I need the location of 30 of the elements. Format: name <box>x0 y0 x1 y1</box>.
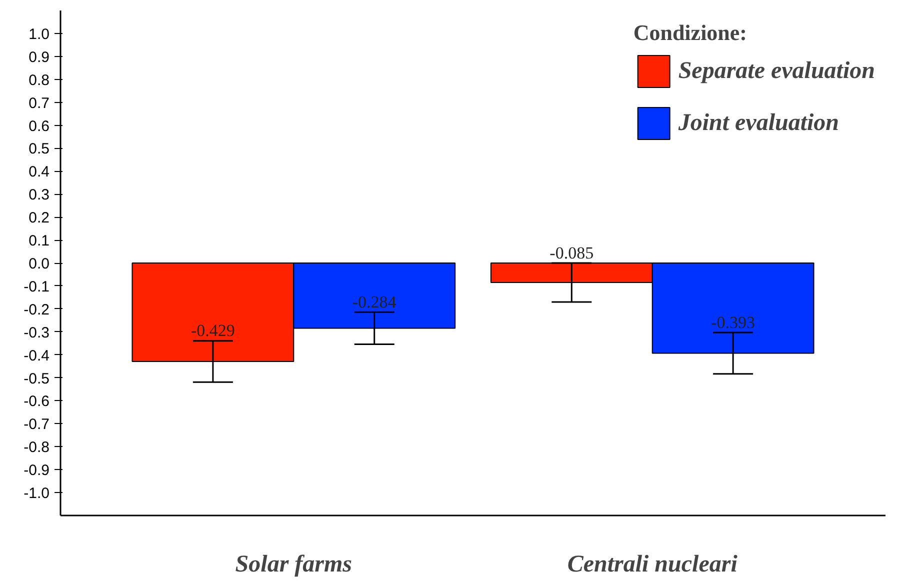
y-tick-label: 0.2 <box>28 210 50 227</box>
x-tick-label: Solar farms <box>235 552 352 578</box>
y-tick-label: -0.2 <box>24 301 50 318</box>
y-tick-label: 0.3 <box>28 186 50 204</box>
data-label: -0.284 <box>352 292 397 312</box>
legend-title: Condizione: <box>633 20 748 46</box>
y-tick-label: -0.6 <box>24 393 50 410</box>
y-tick-label: -0.4 <box>24 347 50 364</box>
data-label: -0.393 <box>711 312 756 332</box>
data-label: -0.429 <box>190 321 235 340</box>
data-label: -0.085 <box>550 243 594 262</box>
y-tick-label: -1.0 <box>24 485 50 502</box>
y-tick-label: 1.0 <box>28 26 50 43</box>
legend-label: Separate evaluation <box>678 58 875 84</box>
y-tick-label: -0.1 <box>24 278 50 296</box>
y-tick-label: -0.7 <box>24 416 50 434</box>
y-tick-label: 0.5 <box>28 140 50 158</box>
y-tick-label: 0.7 <box>28 94 50 112</box>
y-tick-label: -0.3 <box>24 324 50 342</box>
y-tick-label: 0.0 <box>28 256 50 272</box>
legend-label: Joint evaluation <box>678 110 840 136</box>
y-tick-label: -0.9 <box>24 462 50 480</box>
x-tick-label: Centrali nucleari <box>567 552 738 578</box>
y-tick-label: 0.6 <box>28 118 50 135</box>
y-tick-label: 0.4 <box>28 164 50 181</box>
y-tick-label: 0.1 <box>28 232 50 250</box>
y-tick-label: -0.8 <box>24 439 50 456</box>
y-tick-label: 0.8 <box>28 72 50 89</box>
y-tick-label: -0.5 <box>24 370 50 388</box>
y-tick-label: 0.9 <box>28 48 50 66</box>
